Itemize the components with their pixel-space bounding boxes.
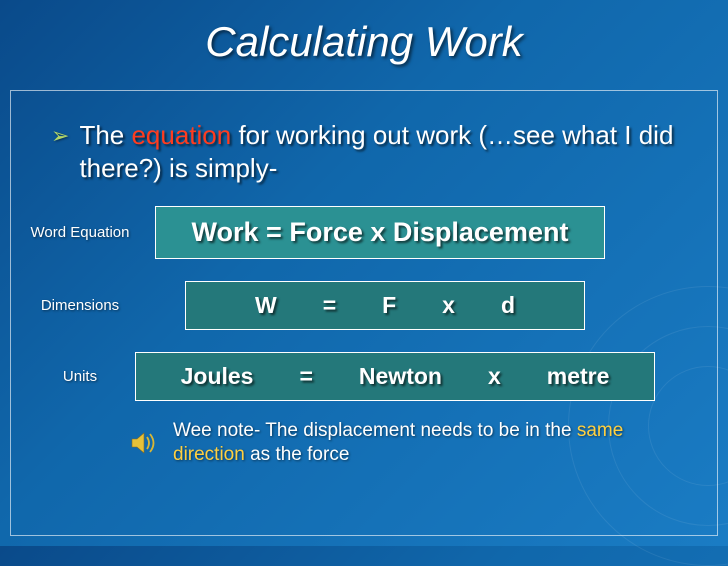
word-equation-label: Word Equation [25,224,135,242]
slide-title: Calculating Work [0,0,728,66]
bullet-text: The equation for working out work (…see … [79,119,677,184]
speaker-icon [131,431,159,455]
units-label: Units [25,368,135,386]
units-row: Units Joules = Newton x metre [11,352,717,401]
note-row: Wee note- The displacement needs to be i… [11,419,717,467]
dimensions-box: W = F x d [185,281,585,330]
units-box: Joules = Newton x metre [135,352,655,401]
content-frame: ➢ The equation for working out work (…se… [10,90,718,536]
note-text: Wee note- The displacement needs to be i… [173,419,687,467]
bullet-icon: ➢ [51,123,69,149]
dimensions-label: Dimensions [25,297,135,315]
word-equation-box: Work = Force x Displacement [155,206,605,259]
bullet-item: ➢ The equation for working out work (…se… [11,91,717,184]
word-equation-row: Word Equation Work = Force x Displacemen… [11,206,717,259]
dimensions-row: Dimensions W = F x d [11,281,717,330]
highlight-equation: equation [131,120,231,150]
